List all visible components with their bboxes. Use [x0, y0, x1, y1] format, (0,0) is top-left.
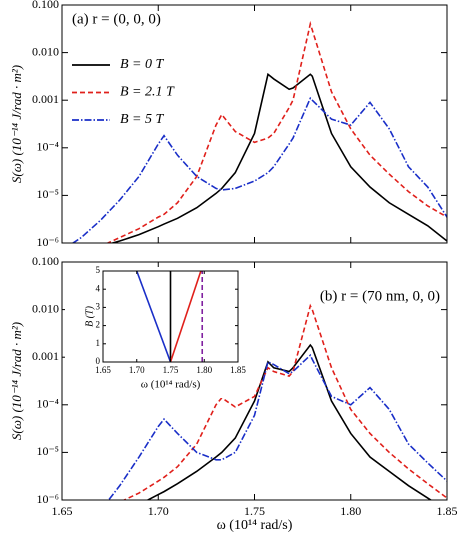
series-line	[107, 353, 447, 500]
series-line	[109, 72, 447, 243]
panel-title: (a) r = (0, 0, 0)	[72, 11, 161, 27]
series-line	[122, 303, 447, 500]
legend-label: B = 2.1 T	[120, 85, 175, 100]
series-line	[135, 271, 172, 362]
y-axis-label: S(ω) (10⁻¹⁴ J/rad · m²)	[9, 65, 24, 183]
y-axis-label: S(ω) (10⁻¹⁴ J/rad · m²)	[9, 322, 24, 440]
y-tick-label: 10⁻⁵	[36, 444, 59, 458]
y-tick-label: 0.100	[32, 0, 59, 11]
plot-lines	[135, 271, 204, 362]
y-tick-label: 10⁻⁵	[36, 187, 59, 201]
y-tick-label: 0.001	[32, 92, 59, 106]
y-tick-label: 2	[96, 320, 101, 330]
series-line	[105, 20, 447, 243]
legend-label: B = 5 T	[120, 112, 164, 127]
y-tick-label: 10⁻⁴	[36, 140, 59, 154]
y-tick-label: 0.010	[32, 44, 59, 58]
x-tick-label: 1.85	[437, 504, 458, 518]
y-axis-label: B (T)	[84, 305, 95, 327]
y-tick-label: 0.100	[32, 254, 59, 268]
y-tick-label: 0	[96, 356, 101, 366]
x-tick-label: 1.70	[129, 365, 145, 375]
x-tick-label: 1.75	[244, 504, 265, 518]
x-tick-label: 1.65	[52, 504, 73, 518]
x-tick-label: 1.70	[148, 504, 169, 518]
y-tick-label: 10⁻⁶	[36, 492, 59, 506]
x-tick-label: 1.65	[95, 365, 111, 375]
series-line	[169, 271, 202, 362]
y-tick-label: 4	[96, 283, 101, 293]
x-axis-label: ω (10¹⁴ rad/s)	[217, 518, 293, 533]
legend-label: B = 0 T	[120, 57, 164, 72]
plot-lines	[71, 20, 447, 243]
x-axis-label: ω (10¹⁴ rad/s)	[141, 379, 201, 391]
y-tick-label: 3	[96, 301, 101, 311]
series-line	[71, 96, 447, 243]
y-tick-label: 0.010	[32, 301, 59, 315]
panel-title: (b) r = (70 nm, 0, 0)	[320, 288, 440, 304]
y-tick-label: 1	[96, 338, 101, 348]
y-tick-label: 10⁻⁴	[36, 397, 59, 411]
x-tick-label: 1.85	[230, 365, 246, 375]
plot-lines	[107, 303, 447, 500]
y-tick-label: 10⁻⁶	[36, 235, 59, 249]
y-tick-label: 5	[96, 265, 101, 275]
inset-background	[65, 267, 248, 398]
x-tick-label: 1.80	[196, 365, 212, 375]
y-tick-label: 0.001	[32, 349, 59, 363]
x-tick-label: 1.80	[340, 504, 361, 518]
x-tick-label: 1.75	[163, 365, 179, 375]
